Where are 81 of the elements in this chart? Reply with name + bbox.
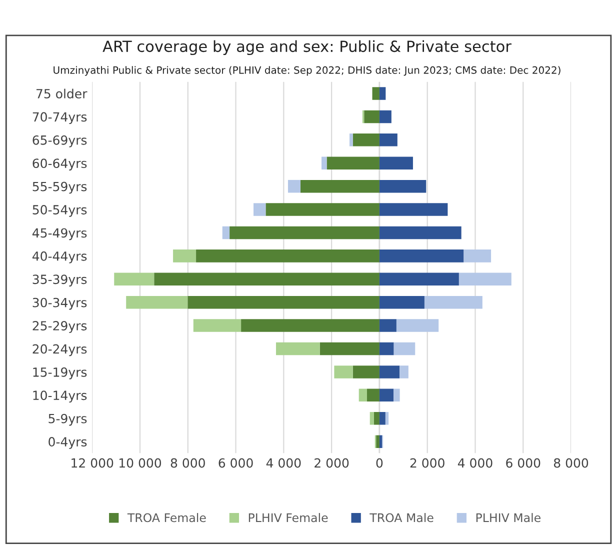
y-tick-label: 50-54yrs — [32, 205, 87, 217]
bar — [326, 156, 380, 170]
bar — [114, 272, 154, 286]
x-tick-label: 12 000 — [72, 458, 114, 468]
bar — [379, 366, 400, 378]
y-tick-label: 30-34yrs — [32, 298, 87, 310]
bar — [193, 319, 242, 332]
bar — [379, 435, 382, 448]
y-tick-label: 65-69yrs — [32, 135, 87, 148]
bar — [364, 110, 380, 124]
legend-label: TROA Female — [127, 513, 206, 522]
x-tick-label: 8 000 — [170, 458, 205, 468]
y-tick-label: 25-29yrs — [32, 321, 87, 333]
y-tick-label: 10-14yrs — [33, 390, 87, 403]
y-tick-label: 55-59yrs — [32, 182, 87, 194]
x-tick-label: 4 000 — [458, 458, 492, 468]
x-tick-label: 2 000 — [410, 458, 444, 468]
y-tick-label: 0-4yrs — [48, 437, 87, 449]
bar — [379, 180, 426, 193]
bar — [379, 388, 394, 402]
bar — [320, 342, 380, 356]
x-tick-label: 0 — [376, 458, 383, 468]
legend-label: TROA Male — [370, 513, 434, 522]
bar — [379, 156, 413, 170]
bar — [374, 412, 380, 425]
x-tick-label: 2 000 — [314, 458, 349, 468]
bar — [154, 272, 380, 286]
bar — [464, 250, 492, 262]
y-tick-label: 35-39yrs — [32, 274, 87, 286]
y-tick-label: 70-74yrs — [32, 112, 87, 124]
y-tick-label: 75 older — [36, 88, 88, 98]
y-tick-label: 20-24yrs — [32, 344, 87, 356]
bar — [379, 342, 394, 356]
bar — [367, 388, 380, 402]
bar — [379, 134, 398, 146]
x-tick-label: 6 000 — [506, 458, 540, 468]
y-tick-label: 45-49yrs — [32, 228, 87, 240]
bar — [379, 412, 386, 425]
bar — [370, 412, 374, 425]
chart-title: ART coverage by age and sex: Public & Private sector — [102, 40, 512, 56]
bar — [379, 296, 424, 309]
bar — [379, 319, 396, 332]
bar — [379, 203, 448, 216]
y-tick-label: 40-44yrs — [32, 251, 87, 264]
bar — [394, 388, 400, 402]
bar — [230, 226, 380, 240]
y-tick-label: 60-64yrs — [32, 158, 87, 170]
bar — [379, 110, 392, 124]
bar — [126, 296, 188, 309]
bar — [358, 388, 367, 402]
bar — [334, 366, 353, 378]
bar — [379, 272, 459, 286]
bar — [458, 272, 512, 286]
bar — [379, 87, 386, 100]
bar — [394, 342, 416, 356]
bar — [352, 366, 380, 378]
bar — [424, 296, 482, 309]
bar — [379, 250, 464, 262]
bar — [173, 250, 196, 262]
bar — [372, 87, 380, 100]
chart-subtitle: Umzinyathi Public & Private sector (PLHIV date: Sep 2022; DHIS date: Jun 2023; CMS date: Dec 2022) — [54, 66, 560, 76]
x-tick-label: 4 000 — [266, 458, 301, 468]
bar — [276, 342, 320, 356]
bar — [385, 412, 389, 425]
y-tick-label: 5-9yrs — [48, 414, 87, 426]
bar — [241, 319, 380, 332]
bar — [352, 134, 380, 146]
legend-label: PLHIV Male — [476, 513, 540, 522]
x-tick-label: 10 000 — [119, 458, 162, 468]
bar — [188, 296, 380, 309]
bar — [376, 435, 380, 448]
bar — [396, 319, 439, 332]
legend-label: PLHIV Female — [248, 513, 328, 522]
bar — [400, 366, 408, 378]
bar — [266, 203, 380, 216]
bar — [379, 226, 462, 240]
x-tick-label: 6 000 — [218, 458, 253, 468]
bar — [300, 180, 380, 193]
bar — [196, 250, 380, 262]
x-tick-label: 8 000 — [554, 458, 588, 468]
y-tick-label: 15-19yrs — [33, 367, 87, 380]
